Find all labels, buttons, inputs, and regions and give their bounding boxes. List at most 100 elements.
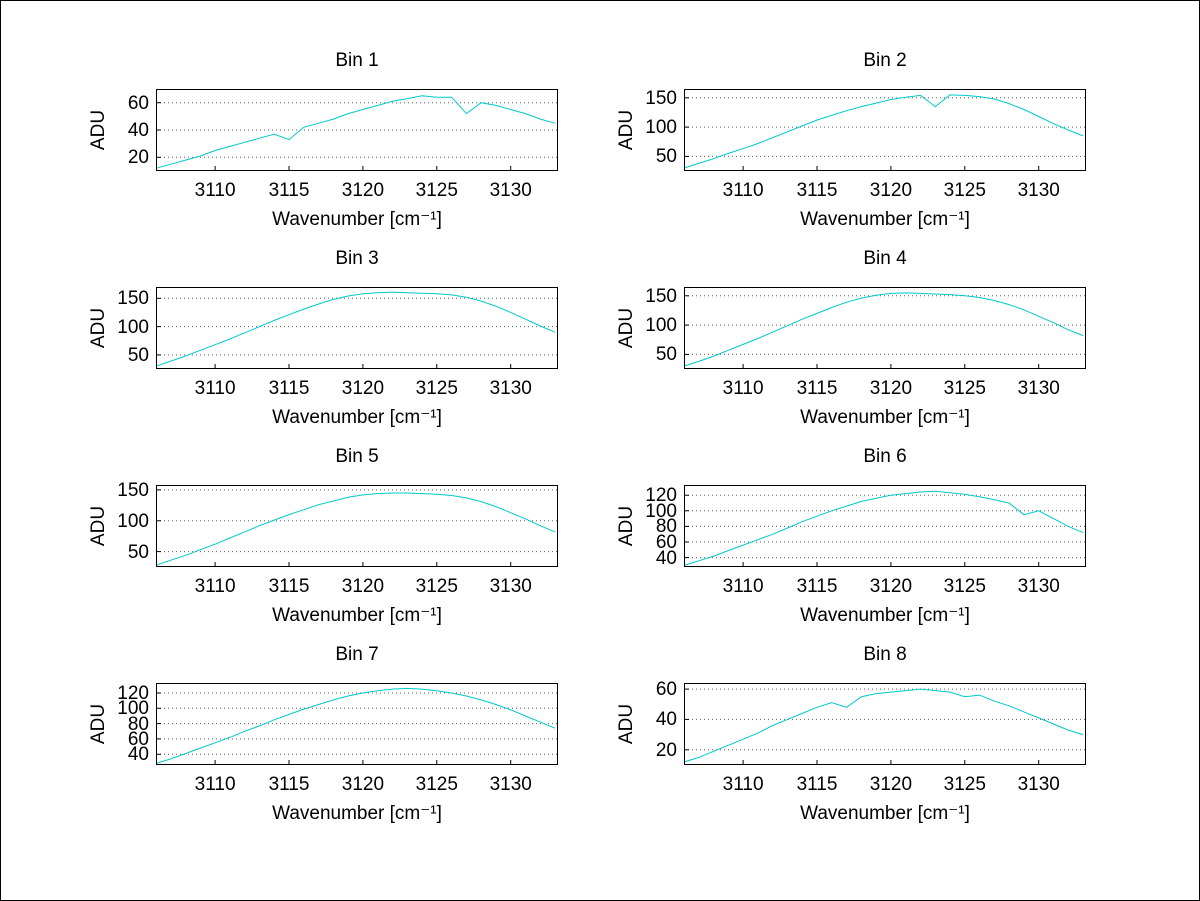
x-tick-label: 3130	[489, 180, 532, 201]
y-tick-label: 60	[127, 92, 149, 114]
x-tick-label: 3120	[341, 378, 385, 399]
x-axis-label: Wavenumber [cm⁻¹]	[272, 209, 442, 230]
y-tick-label: 80	[655, 516, 677, 538]
x-tick-label: 3115	[268, 378, 310, 399]
y-tick-label: 40	[127, 744, 149, 766]
y-tick-label: 120	[645, 485, 677, 507]
y-tick-label: 50	[127, 541, 149, 563]
y-tick-label: 40	[655, 547, 677, 569]
subplot-title: Bin 3	[335, 248, 379, 269]
subplot-bin-2: Bin 2 ADU Wavenumber [cm⁻¹] 3110 3115 3120…	[616, 46, 1139, 244]
y-tick-label: 100	[117, 510, 149, 532]
x-tick-label: 3115	[796, 774, 838, 795]
subplot-bin-8: Bin 8 ADU Wavenumber [cm⁻¹] 3110 3115 3120…	[616, 640, 1139, 838]
x-tick-label: 3110	[722, 378, 764, 399]
y-tick-label: 120	[117, 682, 149, 704]
subplot-title: Bin 4	[863, 248, 907, 269]
x-tick-label: 3130	[1017, 576, 1060, 597]
x-axis-label: Wavenumber [cm⁻¹]	[800, 803, 970, 824]
subplot-title: Bin 1	[335, 50, 379, 71]
x-tick-label: 3120	[869, 378, 913, 399]
y-tick-label: 50	[127, 344, 149, 366]
x-tick-label: 3110	[722, 180, 764, 201]
y-tick-label: 150	[117, 288, 149, 310]
y-tick-label: 100	[645, 315, 677, 337]
plot-area	[155, 485, 558, 567]
x-tick-label: 3130	[489, 378, 532, 399]
y-tick-label: 100	[117, 316, 149, 338]
y-tick-label: 150	[117, 479, 149, 501]
x-tick-label: 3115	[268, 576, 310, 597]
y-tick-label: 20	[127, 147, 149, 169]
x-tick-label: 3125	[943, 576, 986, 597]
subplot-bin-7: Bin 7 ADU Wavenumber [cm⁻¹] 3110 3115 3120…	[88, 640, 611, 838]
y-tick-label: 40	[655, 709, 677, 731]
x-tick-label: 3120	[869, 576, 913, 597]
subplot-bin-3: Bin 3 ADU Wavenumber [cm⁻¹] 3110 3115 3120…	[88, 244, 611, 442]
x-axis-label: Wavenumber [cm⁻¹]	[272, 803, 442, 824]
subplot-title: Bin 2	[863, 50, 907, 71]
subplot-bin-5: Bin 5 ADU Wavenumber [cm⁻¹] 3110 3115 3120…	[88, 442, 611, 640]
y-tick-label: 40	[127, 120, 149, 141]
plot-area	[155, 89, 558, 171]
x-tick-label: 3120	[341, 576, 385, 597]
x-tick-label: 3125	[415, 774, 458, 795]
x-tick-label: 3110	[194, 180, 236, 201]
x-tick-label: 3110	[194, 774, 236, 795]
y-tick-label: 60	[127, 728, 149, 750]
x-tick-label: 3125	[943, 774, 986, 795]
x-tick-label: 3120	[341, 774, 385, 795]
plot-area	[683, 89, 1086, 171]
x-tick-label: 3130	[489, 774, 532, 795]
y-tick-label: 100	[645, 500, 677, 522]
x-axis-label: Wavenumber [cm⁻¹]	[800, 209, 970, 230]
x-tick-label: 3110	[194, 378, 236, 399]
y-tick-label: 100	[645, 117, 677, 139]
x-axis-label: Wavenumber [cm⁻¹]	[800, 407, 970, 428]
x-tick-label: 3120	[869, 774, 913, 795]
x-tick-label: 3120	[869, 180, 913, 201]
subplot-title: Bin 5	[335, 446, 379, 467]
x-tick-label: 3115	[796, 576, 838, 597]
x-tick-label: 3110	[722, 774, 764, 795]
y-tick-label: 150	[645, 87, 677, 109]
x-tick-label: 3110	[194, 576, 236, 597]
x-tick-label: 3130	[489, 576, 532, 597]
y-tick-label: 150	[645, 285, 677, 307]
subplot-bin-6: Bin 6 ADU Wavenumber [cm⁻¹] 3110 3115 3120…	[616, 442, 1139, 640]
y-tick-label: 20	[655, 739, 677, 761]
x-tick-label: 3115	[268, 180, 310, 201]
subplot-title: Bin 7	[335, 644, 379, 665]
x-tick-label: 3125	[415, 180, 458, 201]
x-tick-label: 3115	[268, 774, 310, 795]
x-axis-label: Wavenumber [cm⁻¹]	[272, 407, 442, 428]
x-tick-label: 3115	[796, 378, 838, 399]
plot-area	[683, 287, 1086, 369]
subplot-title: Bin 6	[863, 446, 907, 467]
x-tick-label: 3125	[415, 378, 458, 399]
y-tick-label: 60	[655, 679, 677, 701]
y-tick-label: 50	[655, 146, 677, 168]
x-tick-label: 3125	[943, 378, 986, 399]
plot-area	[155, 683, 558, 765]
plot-area	[683, 485, 1086, 567]
subplot-bin-4: Bin 4 ADU Wavenumber [cm⁻¹] 3110 3115 3120…	[616, 244, 1139, 442]
plot-area	[155, 287, 558, 369]
y-tick-label: 50	[655, 344, 677, 366]
plot-area	[683, 683, 1086, 765]
x-tick-label: 3130	[1017, 180, 1060, 201]
y-tick-label: 100	[117, 698, 149, 720]
subplot-title: Bin 8	[863, 644, 907, 665]
x-tick-label: 3130	[1017, 378, 1060, 399]
subplot-bin-1: Bin 1 ADU Wavenumber [cm⁻¹] 3110 3115 3120…	[88, 46, 611, 244]
x-tick-label: 3120	[341, 180, 385, 201]
x-tick-label: 3130	[1017, 774, 1060, 795]
x-axis-label: Wavenumber [cm⁻¹]	[272, 605, 442, 626]
x-tick-label: 3125	[943, 180, 986, 201]
x-axis-label: Wavenumber [cm⁻¹]	[800, 605, 970, 626]
y-tick-label: 60	[655, 532, 677, 553]
y-tick-label: 80	[127, 713, 149, 735]
x-tick-label: 3110	[722, 576, 764, 597]
x-tick-label: 3115	[796, 180, 838, 201]
